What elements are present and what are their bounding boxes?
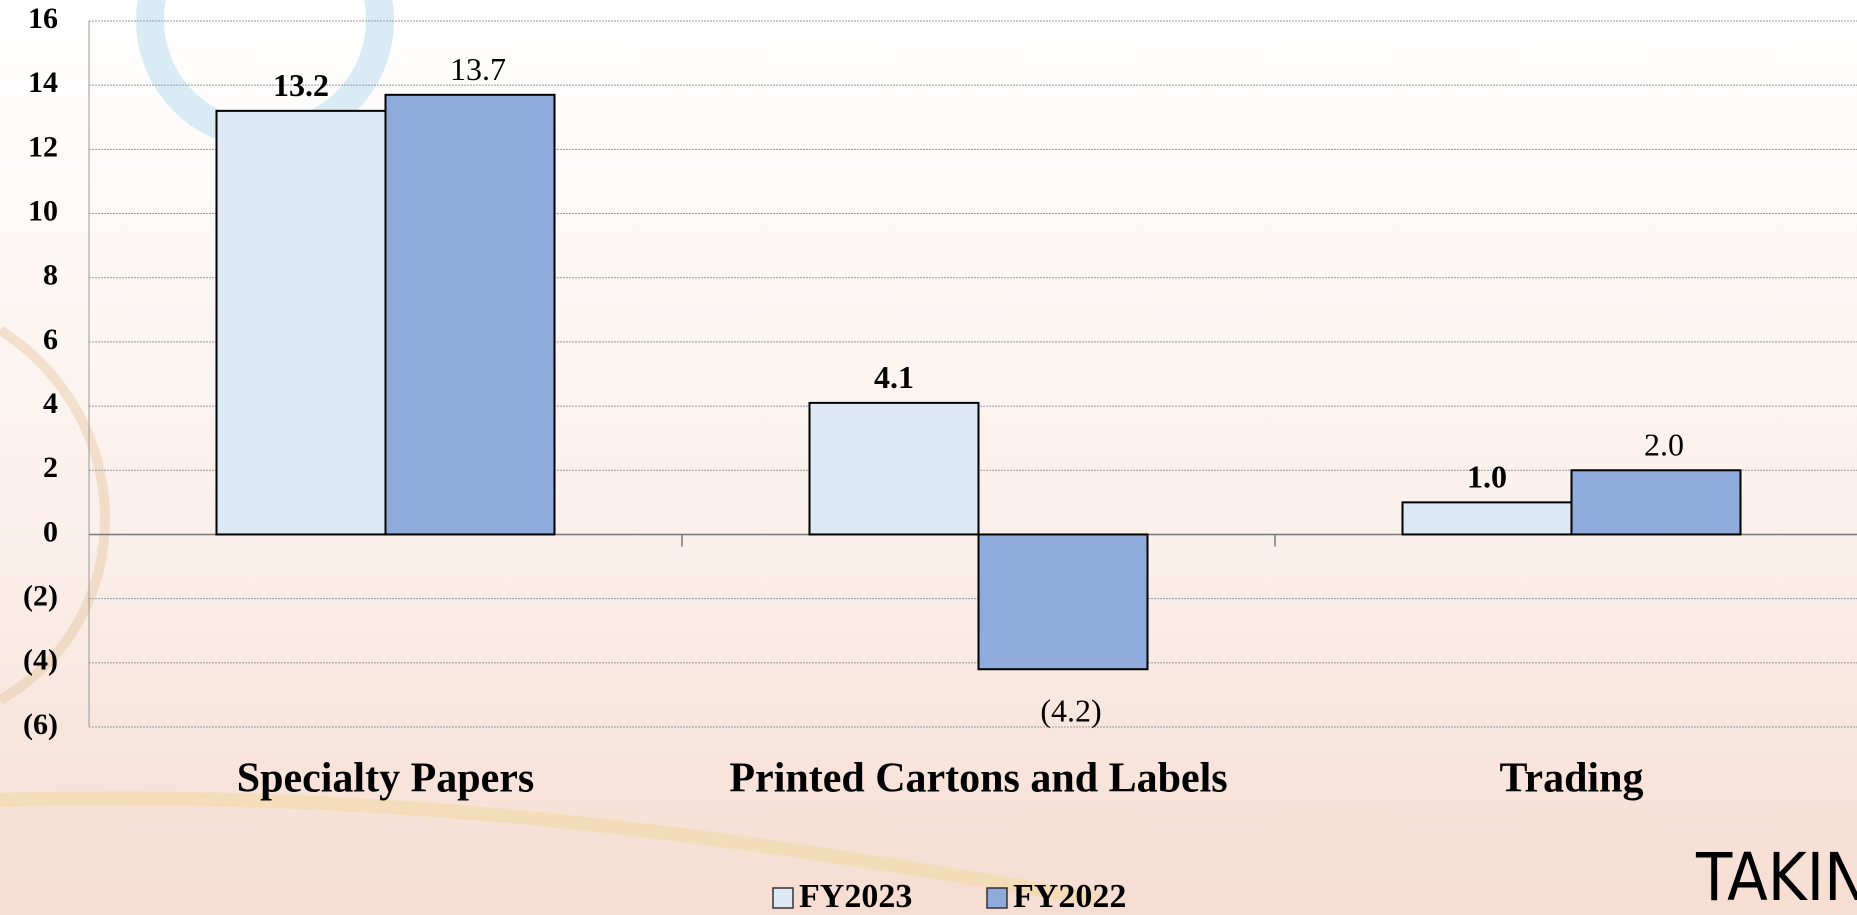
data-label: 1.0	[1467, 459, 1507, 495]
y-tick-label: (4)	[23, 644, 58, 677]
data-label: 4.1	[874, 359, 914, 395]
bar	[384, 93, 556, 536]
bar	[808, 401, 980, 536]
legend-swatch	[986, 887, 1008, 909]
bar	[1570, 469, 1742, 536]
bar	[1401, 501, 1573, 536]
logo: TAKIN	[1695, 839, 1857, 915]
y-tick-label: 10	[28, 194, 58, 227]
data-label: 13.2	[273, 67, 329, 103]
legend-label: FY2022	[1013, 878, 1126, 915]
y-tick-label: (6)	[23, 708, 58, 741]
decoration	[0, 791, 1102, 907]
y-tick-label: 2	[43, 451, 58, 484]
bar	[215, 109, 387, 536]
y-tick-label: 8	[43, 259, 58, 292]
bar	[977, 533, 1149, 671]
legend-swatch	[772, 887, 794, 909]
y-tick-label: 6	[43, 323, 58, 356]
legend-label: FY2023	[799, 878, 912, 915]
decoration	[0, 325, 110, 705]
y-tick-label: 14	[28, 66, 58, 99]
y-tick-label: (2)	[23, 580, 58, 613]
y-tick-label: 12	[28, 130, 58, 163]
data-label: 2.0	[1644, 427, 1684, 463]
x-tick-label: Trading	[1500, 756, 1644, 802]
y-tick-label: 16	[28, 2, 58, 35]
y-tick-label: 4	[43, 387, 58, 420]
x-tick-label: Specialty Papers	[237, 756, 534, 802]
data-label: (4.2)	[1040, 693, 1101, 729]
x-tick-label: Printed Cartons and Labels	[729, 756, 1227, 802]
y-tick-label: 0	[43, 515, 58, 548]
data-label: 13.7	[450, 51, 506, 87]
